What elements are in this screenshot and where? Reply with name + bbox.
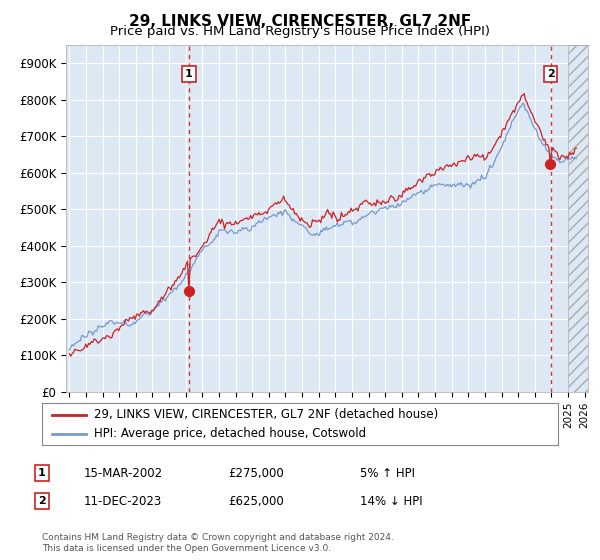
Text: £625,000: £625,000 (228, 494, 284, 508)
Text: 1: 1 (185, 69, 193, 79)
Text: 11-DEC-2023: 11-DEC-2023 (84, 494, 162, 508)
Text: 2: 2 (547, 69, 554, 79)
Bar (568, 45, 593, 392)
Text: 29, LINKS VIEW, CIRENCESTER, GL7 2NF (detached house): 29, LINKS VIEW, CIRENCESTER, GL7 2NF (de… (94, 408, 438, 421)
Text: 15-MAR-2002: 15-MAR-2002 (84, 466, 163, 480)
Text: 1: 1 (38, 468, 46, 478)
Text: 2: 2 (38, 496, 46, 506)
Text: 5% ↑ HPI: 5% ↑ HPI (360, 466, 415, 480)
Text: Price paid vs. HM Land Registry's House Price Index (HPI): Price paid vs. HM Land Registry's House … (110, 25, 490, 38)
Text: HPI: Average price, detached house, Cotswold: HPI: Average price, detached house, Cots… (94, 427, 366, 440)
Text: £275,000: £275,000 (228, 466, 284, 480)
Text: 14% ↓ HPI: 14% ↓ HPI (360, 494, 422, 508)
Text: 29, LINKS VIEW, CIRENCESTER, GL7 2NF: 29, LINKS VIEW, CIRENCESTER, GL7 2NF (129, 14, 471, 29)
Text: Contains HM Land Registry data © Crown copyright and database right 2024.
This d: Contains HM Land Registry data © Crown c… (42, 533, 394, 553)
